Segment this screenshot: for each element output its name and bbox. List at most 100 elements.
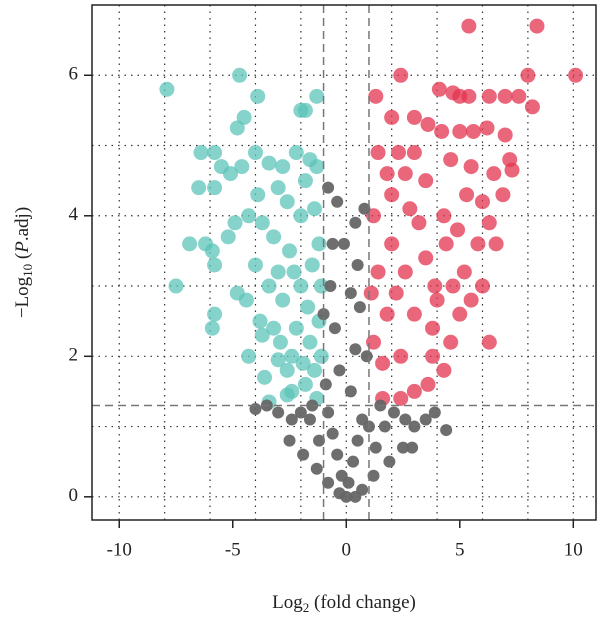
point — [313, 348, 329, 364]
point — [431, 81, 447, 97]
point — [463, 292, 479, 308]
point — [351, 258, 364, 271]
x-tick-label: 10 — [564, 539, 583, 560]
point — [319, 378, 332, 391]
point — [297, 376, 313, 392]
point — [266, 229, 282, 245]
point — [328, 322, 341, 335]
point — [297, 173, 313, 189]
point — [168, 278, 184, 294]
point-group — [363, 18, 584, 406]
point — [450, 222, 466, 238]
point — [425, 348, 441, 364]
y-tick-label: 2 — [69, 345, 79, 366]
point — [326, 237, 339, 250]
point — [428, 406, 441, 419]
point — [370, 264, 386, 280]
y-axis-label-part: −Log — [12, 276, 33, 318]
point — [406, 441, 419, 454]
point — [297, 448, 310, 461]
point — [306, 362, 322, 378]
point — [344, 385, 357, 398]
point — [406, 145, 422, 161]
point — [295, 355, 311, 371]
point — [234, 159, 250, 175]
point — [311, 236, 327, 252]
point — [220, 229, 236, 245]
point-group — [249, 181, 453, 503]
point — [270, 352, 286, 368]
point — [406, 383, 422, 399]
point — [465, 123, 481, 139]
point — [387, 406, 400, 419]
point — [322, 406, 335, 419]
point — [461, 88, 477, 104]
point — [438, 236, 454, 252]
point — [420, 116, 436, 132]
point — [452, 306, 468, 322]
point — [443, 334, 459, 350]
point — [326, 427, 339, 440]
point — [288, 320, 304, 336]
point — [411, 215, 427, 231]
point — [418, 250, 434, 266]
point — [366, 334, 382, 350]
y-axis-label-part: ( — [12, 253, 33, 264]
point — [349, 490, 362, 503]
point — [293, 208, 309, 224]
point — [379, 306, 395, 322]
point — [445, 278, 461, 294]
point — [284, 348, 300, 364]
point — [520, 67, 536, 83]
point-group — [159, 67, 329, 410]
point — [333, 487, 346, 500]
point — [182, 236, 198, 252]
point — [440, 424, 453, 437]
point — [335, 469, 348, 482]
point — [261, 155, 277, 171]
point — [461, 18, 477, 34]
point — [393, 348, 409, 364]
point — [302, 334, 318, 350]
point — [241, 348, 257, 364]
point — [397, 166, 413, 182]
point — [349, 343, 362, 356]
point — [313, 434, 326, 447]
point — [270, 264, 286, 280]
point — [379, 166, 395, 182]
point — [363, 285, 379, 301]
point — [207, 306, 223, 322]
point — [254, 327, 270, 343]
point — [436, 208, 452, 224]
point — [313, 278, 329, 294]
point — [369, 441, 382, 454]
point — [252, 313, 268, 329]
point — [474, 194, 490, 210]
point — [383, 455, 396, 468]
point — [495, 187, 511, 203]
point — [418, 173, 434, 189]
point — [488, 236, 504, 252]
point — [474, 278, 490, 294]
x-tick-label: 5 — [455, 539, 465, 560]
x-tick-label: -5 — [225, 539, 241, 560]
point — [250, 88, 266, 104]
point — [207, 180, 223, 196]
point — [247, 257, 263, 273]
point — [282, 243, 298, 259]
point — [294, 406, 307, 419]
point — [191, 180, 207, 196]
point — [279, 387, 295, 403]
point — [270, 180, 286, 196]
point — [370, 145, 386, 161]
point — [529, 18, 545, 34]
point — [159, 81, 175, 97]
point — [204, 243, 220, 259]
point — [463, 159, 479, 175]
point — [358, 202, 371, 215]
point — [333, 364, 346, 377]
point — [331, 448, 344, 461]
point — [393, 67, 409, 83]
point — [375, 355, 391, 371]
